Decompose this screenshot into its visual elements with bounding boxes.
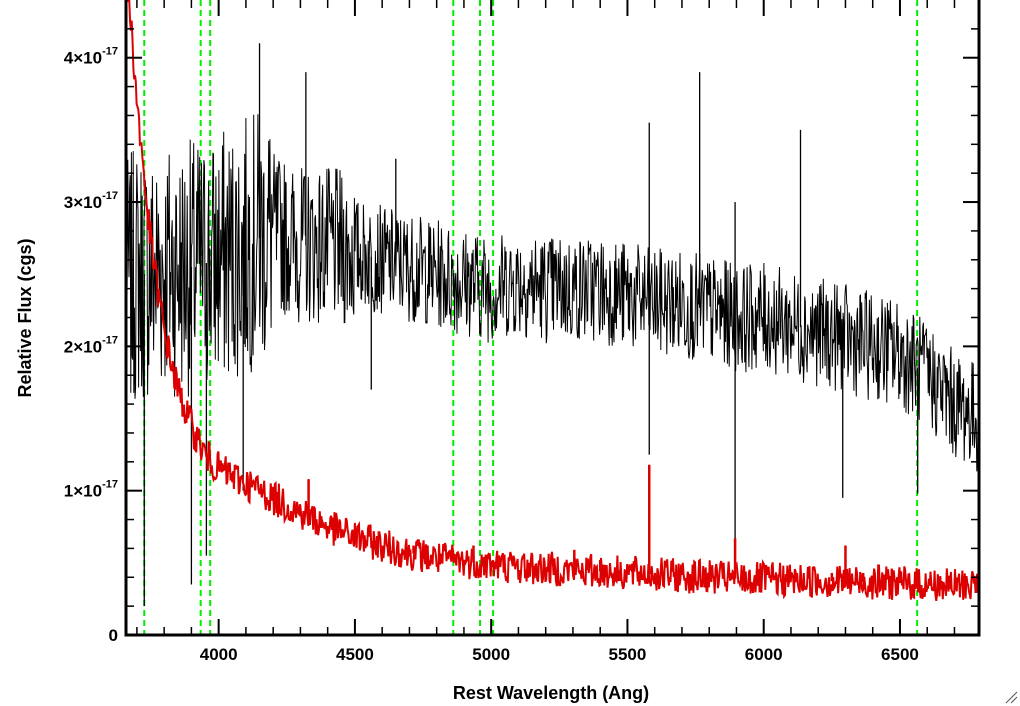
x-tick-label: 6500 bbox=[881, 645, 919, 664]
y-tick-labels: 0 1×10-17 2×10-17 3×10-17 4×10-17 bbox=[64, 46, 118, 645]
reference-lines bbox=[143, 0, 919, 635]
plot-frame bbox=[124, 0, 981, 637]
series-line-red bbox=[126, 0, 980, 601]
x-tick-labels: 4000 4500 5000 5500 6000 6500 bbox=[200, 645, 919, 664]
y-tick-label: 1×10-17 bbox=[64, 479, 118, 501]
x-axis-label: Rest Wavelength (Ang) bbox=[453, 683, 649, 703]
y-tick-label: 0 bbox=[109, 626, 118, 645]
y-tick-label: 4×10-17 bbox=[64, 46, 118, 68]
y-tick-label: 2×10-17 bbox=[64, 334, 118, 356]
y-tick-label: 3×10-17 bbox=[64, 190, 118, 212]
series-line-black bbox=[125, 114, 980, 472]
x-tick-label: 4000 bbox=[200, 645, 238, 664]
axis-ticks bbox=[126, 0, 979, 636]
series-layer bbox=[125, 0, 980, 607]
x-tick-label: 4500 bbox=[336, 645, 374, 664]
resize-grip-icon[interactable] bbox=[1004, 690, 1018, 704]
y-axis-label: Relative Flux (cgs) bbox=[15, 238, 35, 397]
x-tick-label: 5500 bbox=[609, 645, 647, 664]
x-tick-label: 5000 bbox=[472, 645, 510, 664]
x-tick-label: 6000 bbox=[745, 645, 783, 664]
